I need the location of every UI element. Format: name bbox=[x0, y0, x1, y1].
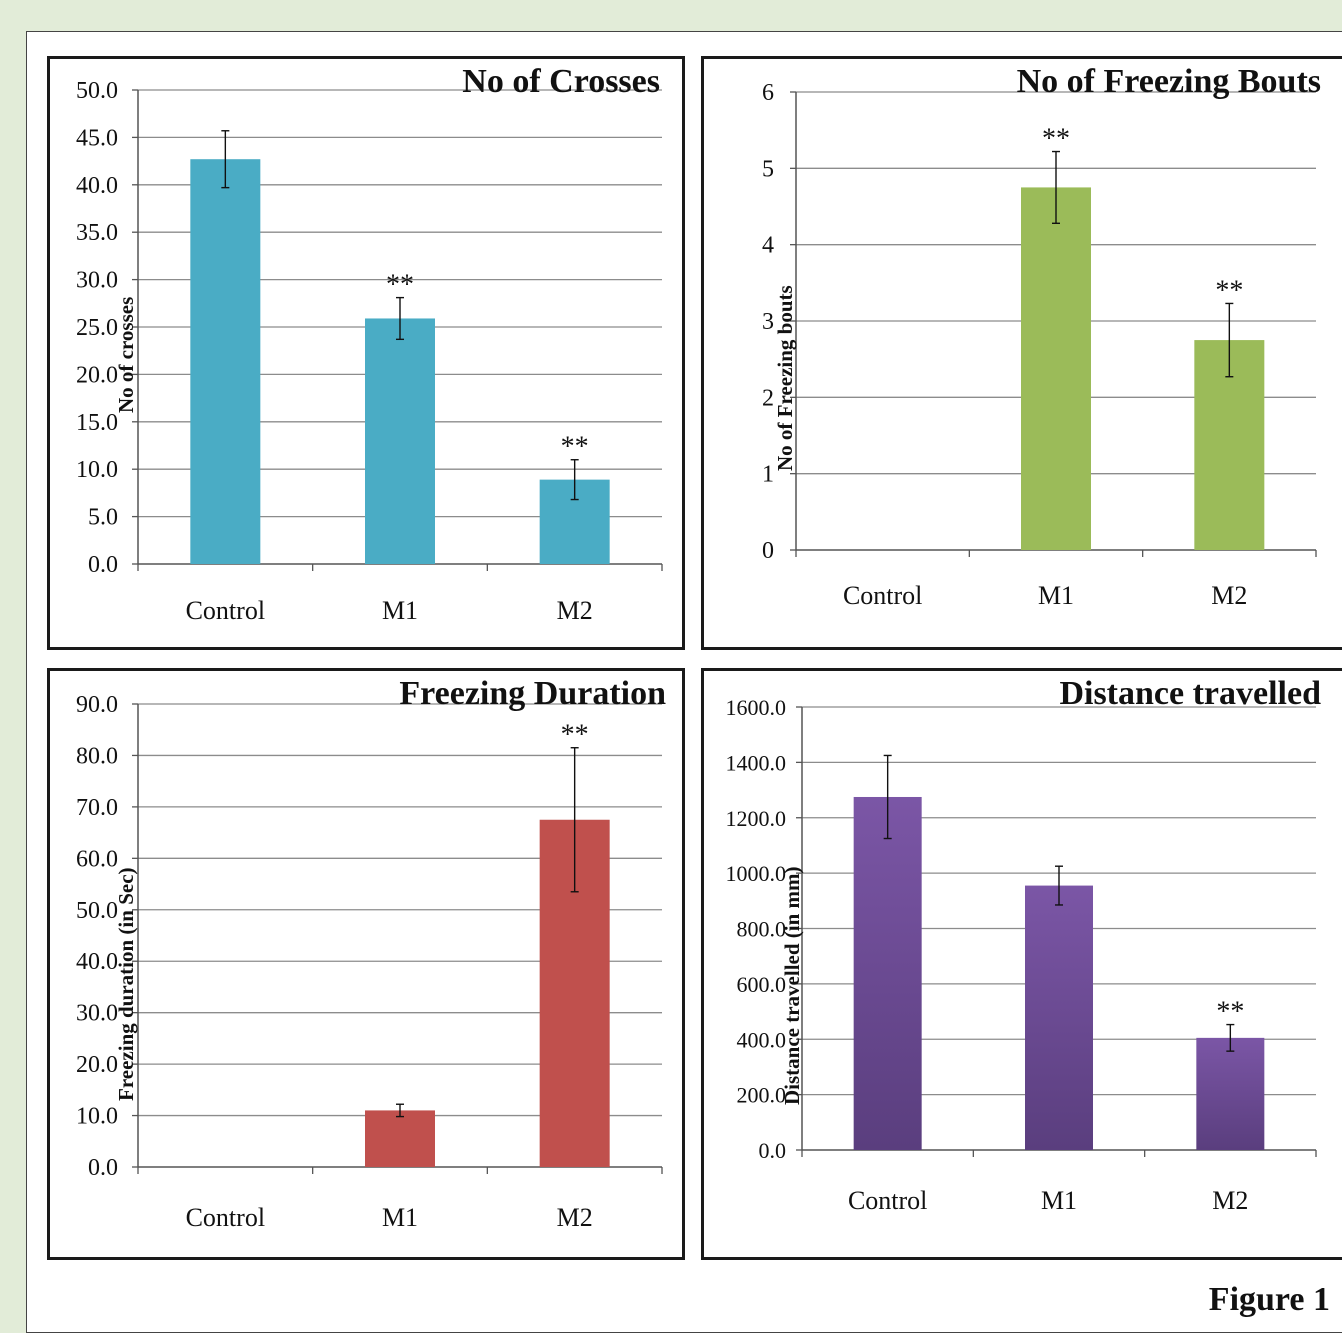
y-tick-label: 4 bbox=[762, 233, 774, 259]
y-tick-label: 1600.0 bbox=[726, 695, 787, 720]
y-axis-label: No of crosses bbox=[114, 296, 138, 413]
bar-m1 bbox=[1021, 187, 1091, 550]
y-tick-label: 20.0 bbox=[76, 1052, 118, 1078]
y-tick-label: 40.0 bbox=[76, 173, 118, 199]
y-tick-label: 3 bbox=[762, 309, 774, 335]
x-tick-label: Control bbox=[843, 581, 922, 610]
x-tick-label: Control bbox=[186, 596, 265, 625]
y-tick-label: 600.0 bbox=[737, 972, 787, 997]
x-tick-label: M2 bbox=[1211, 581, 1247, 610]
bar-m1 bbox=[365, 1110, 435, 1167]
y-tick-label: 0.0 bbox=[88, 1155, 118, 1181]
y-tick-label: 30.0 bbox=[76, 1001, 118, 1027]
chart-panel-distance: 0.0 200.0 400.0 600.0 800.0 1000.0 1200.0 1400.… bbox=[701, 668, 1342, 1260]
chart-panel-freezing-bouts: 0 1 2 3 4 5 6 Control ** M1 ** M2 No of Freezing Bo… bbox=[701, 56, 1342, 650]
x-tick-label: M1 bbox=[1041, 1186, 1077, 1215]
y-tick-label: 40.0 bbox=[76, 949, 118, 975]
y-tick-label: 35.0 bbox=[76, 220, 118, 246]
y-tick-label: 70.0 bbox=[76, 795, 118, 821]
significance-marker: ** bbox=[561, 432, 589, 463]
figure-label: Figure 1 bbox=[1208, 1281, 1330, 1318]
significance-marker: ** bbox=[386, 270, 414, 301]
chart-svg-distance: 0.0 200.0 400.0 600.0 800.0 1000.0 1200.0 1400.… bbox=[726, 695, 1317, 1215]
chart-svg-freezing-bouts: 0 1 2 3 4 5 6 Control ** M1 ** M2 bbox=[762, 80, 1317, 610]
x-tick-label: M1 bbox=[382, 1203, 418, 1232]
x-tick-label: M2 bbox=[557, 596, 593, 625]
x-tick-label: Control bbox=[186, 1203, 265, 1232]
bar-m1 bbox=[365, 318, 435, 564]
chart-svg-freezing-duration: 0.0 10.0 20.0 30.0 40.0 50.0 60.0 70.0 80.0 90.0 C… bbox=[76, 692, 663, 1232]
y-tick-label: 1400.0 bbox=[726, 750, 787, 775]
y-tick-label: 10.0 bbox=[76, 1104, 118, 1130]
x-tick-label: M2 bbox=[557, 1203, 593, 1232]
chart-title: No of Crosses bbox=[462, 63, 660, 100]
bar-control bbox=[853, 796, 922, 1150]
y-tick-label: 0.0 bbox=[759, 1138, 787, 1163]
y-tick-label: 30.0 bbox=[76, 268, 118, 294]
y-tick-label: 15.0 bbox=[76, 410, 118, 436]
bar-m2 bbox=[1196, 1037, 1265, 1150]
y-tick-label: 80.0 bbox=[76, 743, 118, 769]
y-tick-label: 50.0 bbox=[76, 78, 118, 104]
y-tick-label: 50.0 bbox=[76, 898, 118, 924]
significance-marker: ** bbox=[1042, 124, 1070, 155]
y-axis-label: Freezing duration (in Sec) bbox=[114, 867, 138, 1101]
y-tick-label: 400.0 bbox=[737, 1027, 787, 1052]
y-tick-label: 1 bbox=[762, 462, 774, 488]
y-tick-label: 25.0 bbox=[76, 315, 118, 341]
y-tick-label: 1000.0 bbox=[726, 861, 787, 886]
y-tick-label: 0 bbox=[762, 538, 774, 564]
y-axis-label: No of Freezing bouts bbox=[773, 285, 797, 471]
x-tick-label: M2 bbox=[1212, 1186, 1248, 1215]
y-tick-label: 60.0 bbox=[76, 846, 118, 872]
chart-title: No of Freezing Bouts bbox=[1016, 63, 1321, 100]
y-tick-label: 2 bbox=[762, 385, 774, 411]
y-tick-label: 6 bbox=[762, 80, 774, 106]
y-tick-label: 0.0 bbox=[88, 552, 118, 578]
significance-marker: ** bbox=[1216, 997, 1244, 1028]
chart-panel-freezing-duration: 0.0 10.0 20.0 30.0 40.0 50.0 60.0 70.0 80.0 90.0 C… bbox=[47, 668, 685, 1260]
chart-title: Freezing Duration bbox=[399, 675, 666, 712]
y-axis-label: Distance travelled (in mm) bbox=[780, 866, 804, 1105]
x-tick-label: M1 bbox=[1038, 581, 1074, 610]
y-tick-label: 90.0 bbox=[76, 692, 118, 718]
y-tick-label: 20.0 bbox=[76, 362, 118, 388]
y-tick-label: 5 bbox=[762, 156, 774, 182]
significance-marker: ** bbox=[1215, 275, 1243, 306]
y-tick-label: 200.0 bbox=[737, 1083, 787, 1108]
chart-panel-crosses: 0.0 5.0 10.0 15.0 20.0 25.0 30.0 35.0 40.0 45.0 50… bbox=[47, 56, 685, 650]
chart-title: Distance travelled bbox=[1059, 675, 1321, 712]
chart-svg-crosses: 0.0 5.0 10.0 15.0 20.0 25.0 30.0 35.0 40.0 45.0 50… bbox=[76, 78, 663, 625]
y-tick-label: 10.0 bbox=[76, 457, 118, 483]
bar-control bbox=[190, 159, 261, 564]
y-tick-label: 5.0 bbox=[88, 505, 118, 531]
x-tick-label: M1 bbox=[382, 596, 418, 625]
x-tick-label: Control bbox=[848, 1186, 927, 1215]
y-tick-label: 800.0 bbox=[737, 917, 787, 942]
y-tick-label: 45.0 bbox=[76, 125, 118, 151]
significance-marker: ** bbox=[561, 720, 589, 751]
bar-m1 bbox=[1025, 885, 1093, 1150]
y-tick-label: 1200.0 bbox=[726, 806, 787, 831]
